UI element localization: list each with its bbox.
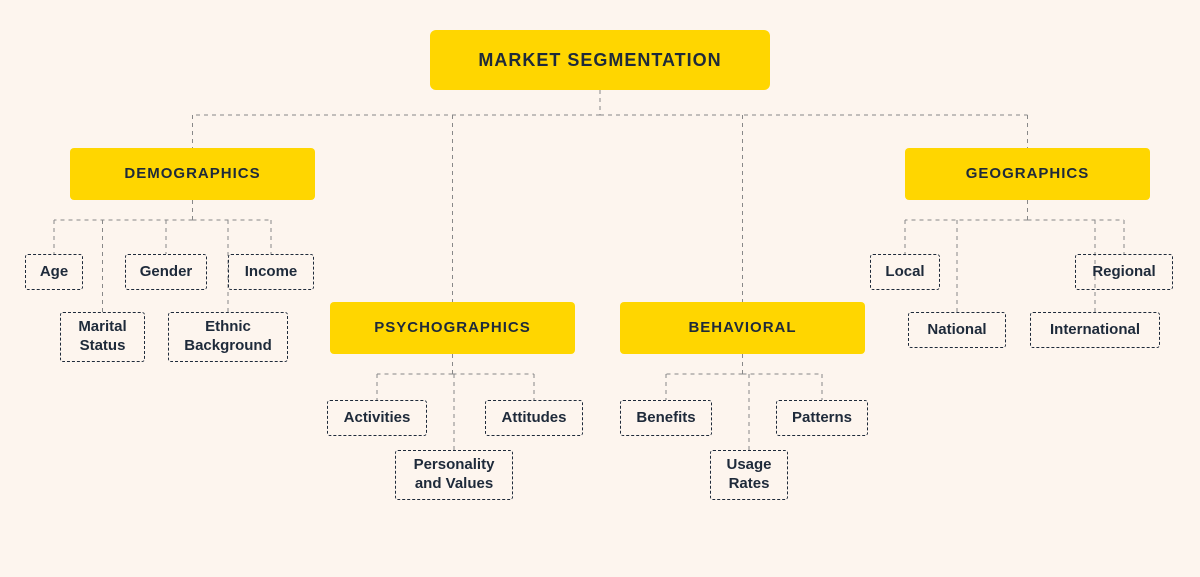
category-behavioral: BEHAVIORAL: [620, 302, 865, 354]
leaf-marital-status: MaritalStatus: [60, 312, 145, 362]
leaf-usage-rates: UsageRates: [710, 450, 788, 500]
category-psychographics: PSYCHOGRAPHICS: [330, 302, 575, 354]
leaf-activities: Activities: [327, 400, 427, 436]
leaf-international: International: [1030, 312, 1160, 348]
category-geographics: GEOGRAPHICS: [905, 148, 1150, 200]
leaf-age: Age: [25, 254, 83, 290]
category-demographics-label: DEMOGRAPHICS: [124, 165, 260, 184]
category-psychographics-label: PSYCHOGRAPHICS: [374, 319, 531, 338]
leaf-ethnic-background: EthnicBackground: [168, 312, 288, 362]
category-behavioral-label: BEHAVIORAL: [688, 319, 796, 338]
leaf-gender: Gender: [125, 254, 207, 290]
leaf-attitudes: Attitudes: [485, 400, 583, 436]
leaf-local: Local: [870, 254, 940, 290]
leaf-income: Income: [228, 254, 314, 290]
leaf-benefits: Benefits: [620, 400, 712, 436]
category-demographics: DEMOGRAPHICS: [70, 148, 315, 200]
leaf-patterns: Patterns: [776, 400, 868, 436]
root-label: MARKET SEGMENTATION: [478, 49, 721, 72]
leaf-national: National: [908, 312, 1006, 348]
category-geographics-label: GEOGRAPHICS: [966, 165, 1090, 184]
root-node: MARKET SEGMENTATION: [430, 30, 770, 90]
leaf-regional: Regional: [1075, 254, 1173, 290]
leaf-personality-values: Personalityand Values: [395, 450, 513, 500]
